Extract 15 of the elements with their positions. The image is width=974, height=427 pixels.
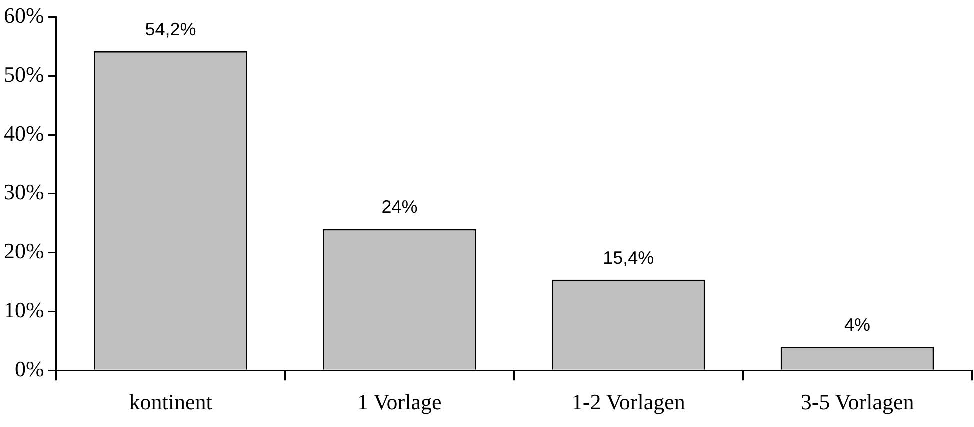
y-tick-label: 20% [4, 238, 44, 264]
data-label: 24% [382, 197, 418, 218]
y-tick-label: 40% [4, 120, 44, 146]
x-tick-label: kontinent [129, 390, 212, 415]
y-tick-label: 10% [4, 297, 44, 322]
y-tick-label: 30% [4, 180, 44, 205]
x-tick-label: 3-5 Vorlagen [800, 390, 914, 415]
y-tick-label: 50% [4, 62, 44, 87]
y-tick-label: 0% [15, 356, 44, 382]
data-label: 54,2% [145, 19, 196, 40]
x-tick-label: 1 Vorlage [358, 390, 442, 415]
x-tick-label: 1-2 Vorlagen [572, 390, 686, 415]
data-label: 15,4% [603, 248, 654, 268]
data-label: 4% [844, 315, 871, 336]
y-tick-label: 60% [4, 2, 44, 28]
